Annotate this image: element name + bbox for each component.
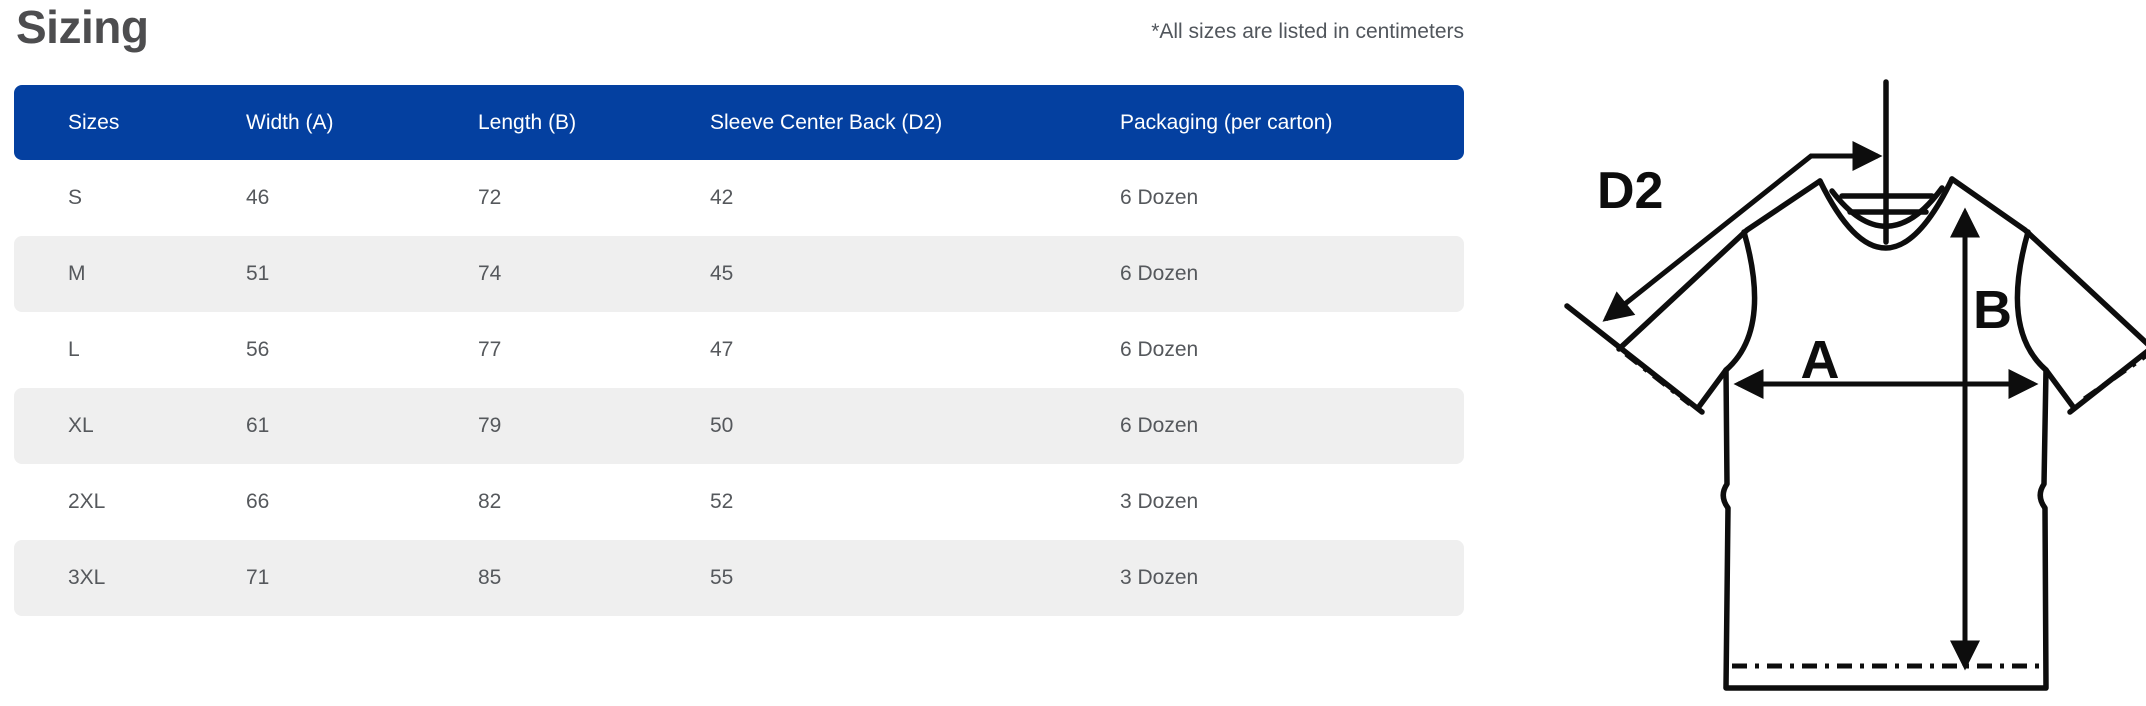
col-header-width: Width (A)	[246, 110, 334, 134]
cell-width: 61	[246, 414, 270, 437]
col-header-length: Length (B)	[478, 110, 577, 134]
cell-packaging: 6 Dozen	[1120, 414, 1199, 437]
a-label: A	[1801, 330, 1840, 390]
col-header-packaging: Packaging (per carton)	[1120, 110, 1333, 134]
cell-sleeve: 45	[710, 262, 734, 285]
shirt-outline	[1564, 176, 2146, 691]
cell-size: 2XL	[68, 490, 106, 513]
sleeve-d2-arrow	[1602, 141, 1883, 322]
tshirt-diagram-svg: D2 A B	[1564, 79, 2146, 691]
cell-size: 3XL	[68, 566, 106, 589]
table-header-row: Sizes Width (A) Length (B) Sleeve Center…	[14, 85, 1464, 160]
units-note: *All sizes are listed in centimeters	[1151, 20, 1464, 43]
cell-size: M	[68, 262, 86, 285]
table-row: M 51 74 45 6 Dozen	[14, 236, 1464, 312]
cell-length: 77	[478, 338, 502, 361]
col-header-sizes: Sizes	[68, 110, 120, 134]
table-row: 3XL 71 85 55 3 Dozen	[14, 540, 1464, 616]
cell-length: 82	[478, 490, 502, 513]
table-row: 2XL 66 82 52 3 Dozen	[14, 464, 1464, 540]
cell-packaging: 6 Dozen	[1120, 262, 1199, 285]
d2-label: D2	[1597, 162, 1663, 220]
cell-length: 74	[478, 262, 502, 285]
cell-size: S	[68, 186, 83, 209]
cell-packaging: 3 Dozen	[1120, 490, 1199, 513]
cell-sleeve: 55	[710, 566, 734, 589]
cell-length: 79	[478, 414, 502, 437]
cell-sleeve: 42	[710, 186, 734, 209]
b-label: B	[1973, 280, 2012, 340]
cell-width: 71	[246, 566, 270, 589]
col-header-sleeve: Sleeve Center Back (D2)	[710, 110, 943, 134]
cell-width: 46	[246, 186, 270, 209]
table-row: S 46 72 42 6 Dozen	[14, 160, 1464, 236]
cell-sleeve: 50	[710, 414, 734, 437]
cell-width: 56	[246, 338, 270, 361]
cell-size: L	[68, 338, 80, 361]
cell-sleeve: 52	[710, 490, 734, 513]
table-row: L 56 77 47 6 Dozen	[14, 312, 1464, 388]
page-title: Sizing	[16, 1, 149, 53]
cell-width: 66	[246, 490, 270, 513]
table-row: XL 61 79 50 6 Dozen	[14, 388, 1464, 464]
stitch-lines	[1624, 352, 2146, 669]
cell-sleeve: 47	[710, 338, 734, 361]
cell-packaging: 6 Dozen	[1120, 186, 1199, 209]
cell-packaging: 3 Dozen	[1120, 566, 1199, 589]
cell-length: 72	[478, 186, 502, 209]
cell-packaging: 6 Dozen	[1120, 338, 1199, 361]
cell-length: 85	[478, 566, 502, 589]
cell-size: XL	[68, 414, 94, 437]
cell-width: 51	[246, 262, 270, 285]
tshirt-measurement-diagram: D2 A B	[1520, 60, 2146, 706]
sizing-table: Sizes Width (A) Length (B) Sleeve Center…	[14, 85, 1464, 616]
